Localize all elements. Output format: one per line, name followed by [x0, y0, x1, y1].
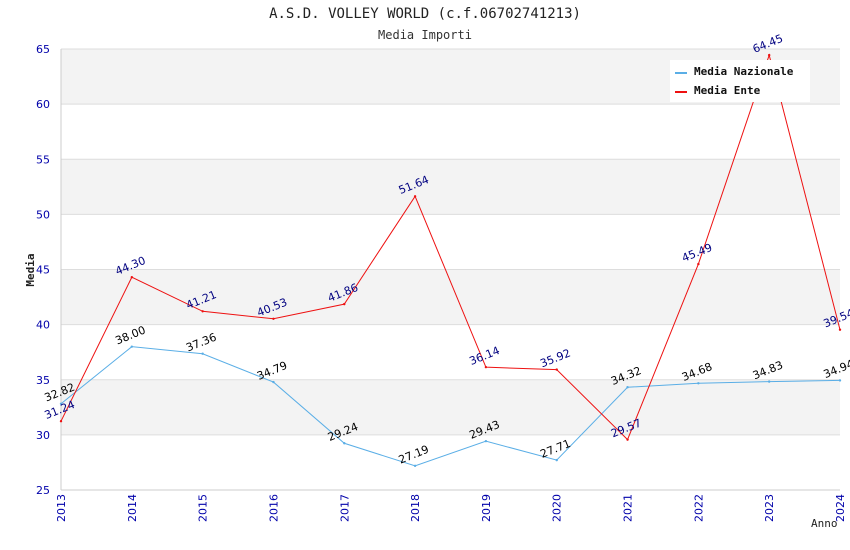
x-tick-label: 2020	[551, 494, 564, 522]
y-tick-label: 30	[36, 429, 50, 442]
data-point	[626, 386, 629, 389]
data-point	[343, 302, 346, 306]
legend-box	[670, 60, 810, 102]
y-tick-label: 55	[36, 153, 50, 166]
data-point	[697, 382, 700, 385]
plot-band	[61, 434, 840, 490]
y-tick-label: 60	[36, 98, 50, 111]
y-tick-label: 25	[36, 484, 50, 497]
data-point	[130, 345, 134, 348]
x-tick-label: 2018	[409, 494, 422, 522]
y-tick-label: 65	[36, 43, 50, 56]
plot-band	[61, 159, 840, 215]
x-tick-label: 2023	[763, 494, 776, 522]
plot-band	[61, 379, 840, 435]
plot-band	[61, 214, 840, 270]
data-point	[201, 310, 204, 313]
x-tick-label: 2014	[126, 494, 139, 522]
y-tick-label: 50	[36, 208, 50, 221]
data-point	[767, 380, 771, 383]
data-point	[272, 317, 275, 320]
plot-band	[61, 269, 840, 325]
x-tick-label: 2021	[622, 494, 635, 522]
x-axis-label: Anno	[811, 517, 838, 530]
y-axis: 25 30 35 40 45 50 55 60 65	[36, 43, 50, 497]
legend-label-media-ente: Media Ente	[694, 84, 761, 97]
y-tick-label: 45	[36, 264, 50, 277]
chart-subtitle: Media Importi	[378, 28, 472, 42]
data-point	[697, 262, 700, 266]
data-point	[272, 380, 275, 384]
data-point	[555, 368, 558, 371]
x-axis: 2013 2014 2015 2016 2017 2018 2019 2020 2021 2022…	[55, 494, 847, 522]
data-point	[838, 379, 842, 382]
series-layer	[59, 53, 842, 468]
x-tick-label: 2019	[480, 494, 493, 522]
y-axis-label: Media	[24, 253, 37, 286]
chart-title: A.S.D. VOLLEY WORLD (c.f.06702741213)	[269, 6, 581, 22]
data-point	[555, 458, 558, 462]
data-point	[626, 438, 629, 441]
data-point	[413, 464, 417, 468]
data-point	[767, 53, 771, 57]
data-point	[130, 276, 134, 279]
plot-band	[61, 104, 840, 160]
x-tick-label: 2017	[338, 494, 351, 522]
data-point	[59, 402, 63, 405]
x-tick-label: 2015	[197, 494, 210, 522]
plot-band	[61, 324, 840, 380]
y-tick-label: 40	[36, 319, 50, 332]
data-point	[484, 439, 488, 443]
x-tick-label: 2024	[834, 494, 847, 522]
legend: Media Nazionale Media Ente	[670, 60, 810, 102]
legend-label-media-nazionale: Media Nazionale	[694, 65, 794, 78]
data-point	[838, 328, 842, 331]
data-point	[59, 420, 63, 423]
series-line-media-nazionale	[60, 346, 841, 467]
x-tick-label: 2013	[55, 494, 68, 522]
data-point	[343, 442, 346, 445]
plot-background	[60, 48, 840, 491]
data-point	[413, 195, 417, 198]
data-point	[201, 352, 204, 355]
y-tick-label: 35	[36, 374, 50, 387]
data-point	[484, 365, 488, 369]
x-tick-label: 2022	[692, 494, 705, 522]
x-tick-label: 2016	[267, 494, 280, 522]
series-line-media-ente	[60, 53, 841, 441]
